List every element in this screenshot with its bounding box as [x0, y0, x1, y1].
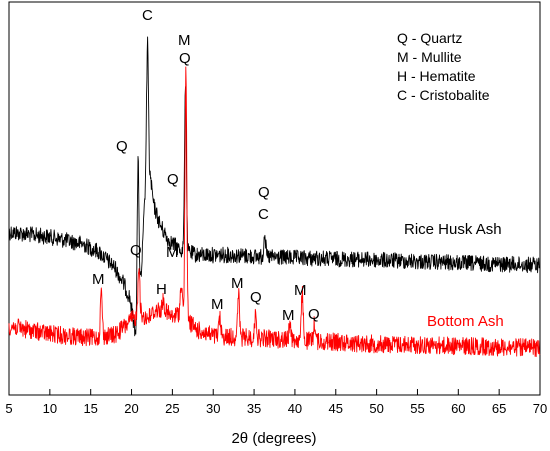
- peak-label: Q: [167, 171, 179, 188]
- x-tick-label: 10: [43, 401, 57, 416]
- peak-label: M: [166, 244, 179, 261]
- x-tick-label: 25: [165, 401, 179, 416]
- x-tick-label: 30: [206, 401, 220, 416]
- peak-label: C: [258, 206, 269, 223]
- peak-label: M: [231, 275, 244, 292]
- legend-entry-quartz: Q - Quartz: [397, 30, 462, 46]
- peak-label: Q: [116, 138, 128, 155]
- peak-annotations: C M Q Q Q Q C M Q H M M M Q M M Q: [92, 7, 320, 324]
- peak-label: C: [142, 7, 153, 24]
- legend-entry-cristobalite: C - Cristobalite: [397, 87, 490, 103]
- x-tick-label: 45: [329, 401, 343, 416]
- series-line-rice-husk-ash: [8, 36, 541, 337]
- peak-label: Q: [250, 289, 262, 306]
- peak-label: M: [282, 307, 295, 324]
- plot-frame: [8, 1, 541, 396]
- series-label-rice-husk-ash: Rice Husk Ash: [404, 221, 502, 238]
- series-layer: [8, 36, 541, 357]
- legend-entry-hematite: H - Hematite: [397, 68, 476, 84]
- peak-label: Q: [179, 50, 191, 67]
- series-line-bottom-ash: [8, 66, 541, 357]
- x-tick-label: 15: [83, 401, 97, 416]
- peak-label: H: [156, 281, 167, 298]
- peak-label: Q: [308, 306, 320, 323]
- series-label-bottom-ash: Bottom Ash: [427, 313, 504, 330]
- x-tick-label: 5: [5, 401, 12, 416]
- peak-label: Q: [258, 184, 270, 201]
- peak-label: M: [211, 296, 224, 313]
- x-tick-label: 50: [369, 401, 383, 416]
- peak-label: M: [294, 282, 307, 299]
- x-tick-label: 60: [451, 401, 465, 416]
- legend: Q - Quartz M - Mullite H - Hematite C - …: [397, 30, 490, 103]
- x-tick-label: 55: [410, 401, 424, 416]
- legend-entry-mullite: M - Mullite: [397, 49, 462, 65]
- peak-label: Q: [130, 242, 142, 259]
- x-tick-label: 35: [247, 401, 261, 416]
- x-axis: 5 10 15 20 25 30 35 40 45 50 55 60 65 70: [5, 389, 547, 416]
- x-axis-title: 2θ (degrees): [231, 430, 316, 447]
- x-tick-label: 20: [124, 401, 138, 416]
- x-tick-label: 70: [533, 401, 547, 416]
- x-tick-label: 65: [492, 401, 506, 416]
- x-tick-label: 40: [288, 401, 302, 416]
- peak-label: M: [92, 271, 105, 288]
- peak-label: M: [178, 32, 191, 49]
